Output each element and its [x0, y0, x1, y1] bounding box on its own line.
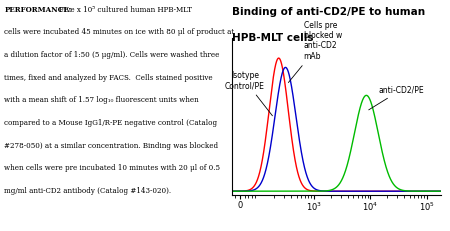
Text: compared to a Mouse IgG1/R-PE negative control (Catalog: compared to a Mouse IgG1/R-PE negative c…: [4, 119, 218, 127]
Text: a dilution factor of 1:50 (5 μg/ml). Cells were washed three: a dilution factor of 1:50 (5 μg/ml). Cel…: [4, 51, 220, 59]
Text: HPB-MLT cells: HPB-MLT cells: [232, 33, 313, 43]
Text: mg/ml anti-CD2 antibody (Catalog #143-020).: mg/ml anti-CD2 antibody (Catalog #143-02…: [4, 187, 171, 195]
Text: anti-CD2/PE: anti-CD2/PE: [369, 85, 424, 110]
Text: PERFORMANCE:: PERFORMANCE:: [4, 6, 72, 14]
Text: Cells pre
blocked w
anti-CD2
mAb: Cells pre blocked w anti-CD2 mAb: [288, 21, 342, 82]
Text: Five x 10⁵ cultured human HPB-MLT: Five x 10⁵ cultured human HPB-MLT: [57, 6, 192, 14]
Text: Binding of anti-CD2/PE to human: Binding of anti-CD2/PE to human: [232, 7, 425, 17]
Text: Isotype
Control/PE: Isotype Control/PE: [225, 71, 272, 116]
Text: #278-050) at a similar concentration. Binding was blocked: #278-050) at a similar concentration. Bi…: [4, 142, 219, 150]
Text: times, fixed and analyzed by FACS.  Cells stained positive: times, fixed and analyzed by FACS. Cells…: [4, 74, 213, 82]
Text: with a mean shift of 1.57 log₁₀ fluorescent units when: with a mean shift of 1.57 log₁₀ fluoresc…: [4, 96, 199, 104]
Text: cells were incubated 45 minutes on ice with 80 μl of product at: cells were incubated 45 minutes on ice w…: [4, 28, 235, 36]
Text: when cells were pre incubated 10 minutes with 20 μl of 0.5: when cells were pre incubated 10 minutes…: [4, 164, 220, 172]
